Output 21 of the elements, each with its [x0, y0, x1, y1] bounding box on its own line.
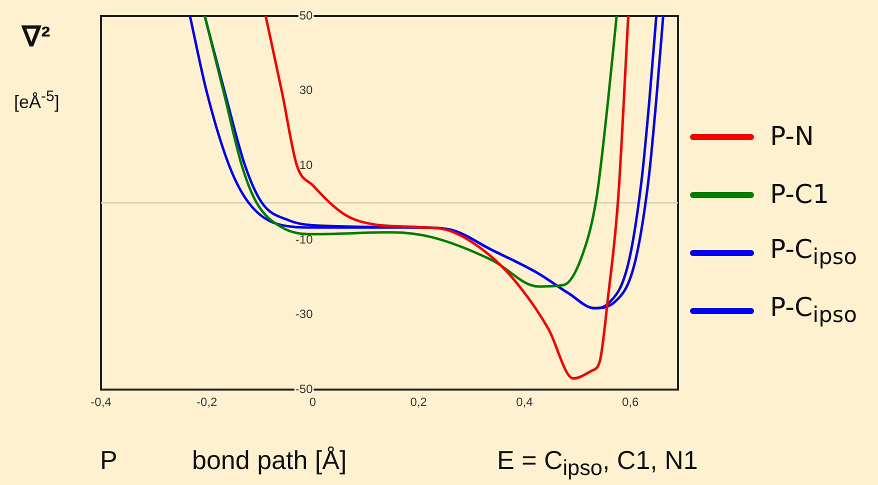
legend-label: P-N	[770, 122, 814, 152]
text: E = C$_{ipso}$, C1, N1	[497, 445, 698, 482]
y-tick-label: -50	[295, 382, 314, 396]
x-axis-title: bond path [Å]	[192, 445, 347, 476]
y-tick-label: -30	[295, 307, 314, 322]
legend-label: P-C$_{ipso}$	[770, 235, 857, 271]
y-tick-label: 10	[299, 158, 314, 172]
legend-label: P-C$_{ipso}$	[770, 293, 857, 329]
x-tick-label: -0,2	[196, 395, 218, 410]
x-tick-label: 0,6	[622, 395, 640, 410]
y-tick-label: -10	[295, 232, 314, 246]
y-axis-title: [eÅ$^{-5}$]	[14, 88, 60, 113]
x-tick-label: 0	[309, 395, 316, 410]
x-tick-label: 0,2	[410, 395, 428, 410]
text: P	[100, 445, 118, 476]
y-tick-label: 30	[299, 83, 314, 98]
legend-label: P-C1	[770, 180, 830, 210]
y-tick-label: 50	[299, 8, 314, 22]
x-tick-label: -0,4	[90, 395, 112, 410]
chart-title: ∇²	[22, 20, 50, 53]
x-tick-label: 0,4	[516, 395, 534, 410]
